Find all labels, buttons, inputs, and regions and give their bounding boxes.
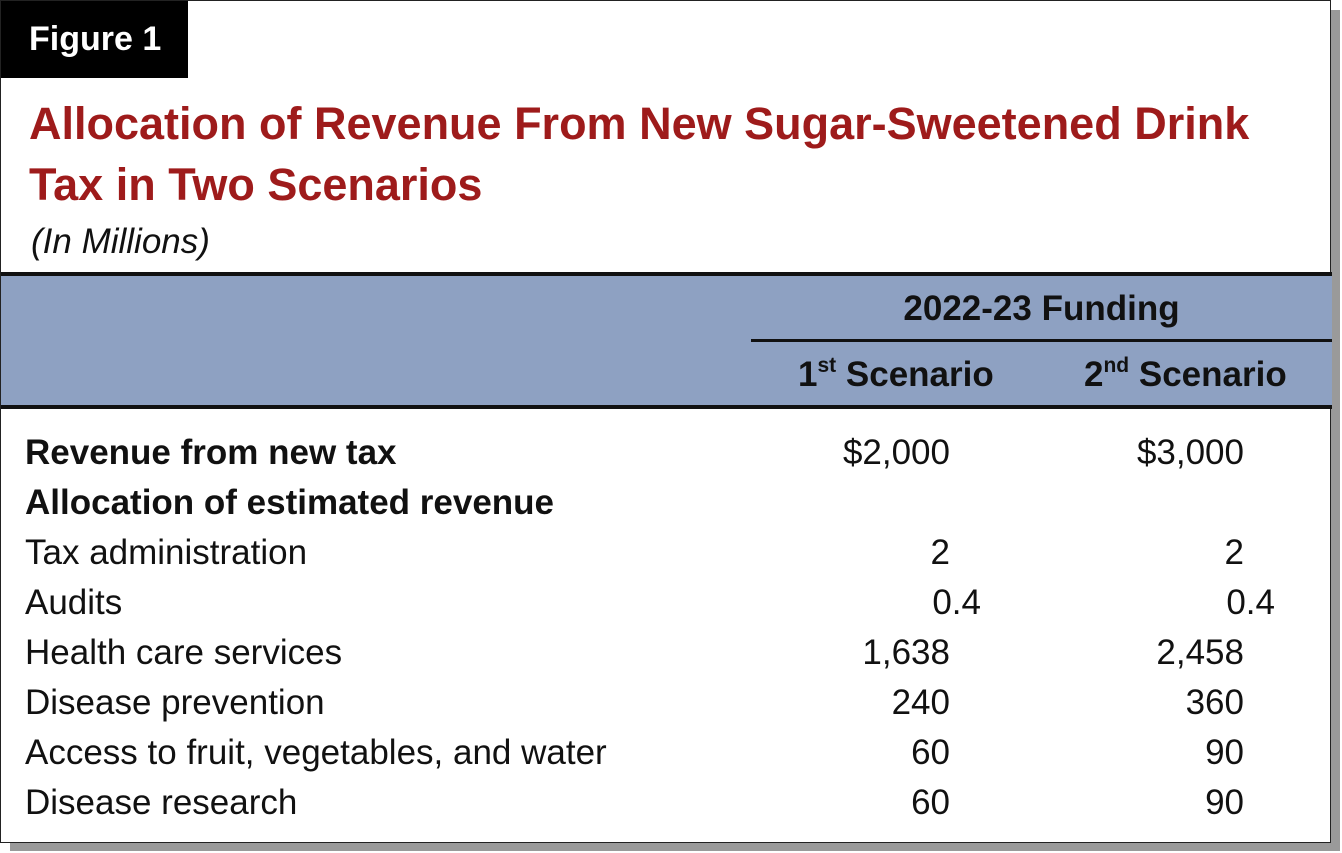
column-header-ordinal-suffix: st	[817, 354, 837, 377]
table-row: Revenue from new tax $2,000 $3,000	[1, 428, 1332, 478]
row-label: Access to fruit, vegetables, and water	[25, 733, 607, 772]
scenario-1-value: 240	[891, 683, 950, 722]
row-label: Revenue from new tax	[25, 433, 397, 472]
column-header-text: Scenario	[836, 355, 994, 394]
table-row: Access to fruit, vegetables, and water 6…	[1, 728, 1332, 778]
scenario-2-value: 2,458	[1156, 633, 1244, 672]
column-header-scenario-1: 1st Scenario	[798, 351, 994, 399]
row-label: Disease prevention	[25, 683, 325, 722]
column-header-ordinal: 1	[798, 355, 818, 394]
scenario-2-value: $3,000	[1136, 433, 1244, 472]
scenario-1-value: 60	[911, 733, 950, 772]
table-header-bottom-rule	[1, 405, 1332, 409]
row-label: Health care services	[25, 633, 343, 672]
scenario-1-value: $2,000	[842, 433, 950, 472]
table-row: Disease research 60 90	[1, 778, 1332, 828]
scenario-2-value: 0.4	[1226, 583, 1275, 622]
scenario-1-value: 0.4	[932, 583, 981, 622]
scenario-1-value: 60	[911, 783, 950, 822]
figure-label: Figure 1	[1, 1, 188, 78]
column-header-scenario-2: 2nd Scenario	[1084, 351, 1287, 399]
column-group-rule	[751, 339, 1332, 342]
table-row: Audits 0.4 0.4	[1, 578, 1332, 628]
column-header-ordinal: 2	[1084, 355, 1104, 394]
row-label: Allocation of estimated revenue	[25, 483, 555, 522]
figure-subtitle: (In Millions)	[31, 222, 210, 261]
column-header-text: Scenario	[1129, 355, 1287, 394]
scenario-2-value: 90	[1205, 733, 1244, 772]
table-top-rule	[1, 272, 1332, 276]
table-row: Health care services 1,638 2,458	[1, 628, 1332, 678]
table-row: Tax administration 2 2	[1, 528, 1332, 578]
figure-title: Allocation of Revenue From New Sugar-Swe…	[29, 98, 1250, 210]
scenario-2-value: 360	[1185, 683, 1244, 722]
scenario-1-value: 2	[930, 533, 950, 572]
row-label: Disease research	[25, 783, 298, 822]
row-label: Audits	[25, 583, 123, 622]
scenario-2-value: 2	[1224, 533, 1244, 572]
table-row: Disease prevention 240 360	[1, 678, 1332, 728]
row-label: Tax administration	[25, 533, 308, 572]
scenario-2-value: 90	[1205, 783, 1244, 822]
column-header-ordinal-suffix: nd	[1103, 354, 1130, 377]
column-group-header: 2022-23 Funding	[903, 289, 1180, 328]
table-row: Allocation of estimated revenue	[1, 478, 1332, 528]
scenario-1-value: 1,638	[862, 633, 950, 672]
